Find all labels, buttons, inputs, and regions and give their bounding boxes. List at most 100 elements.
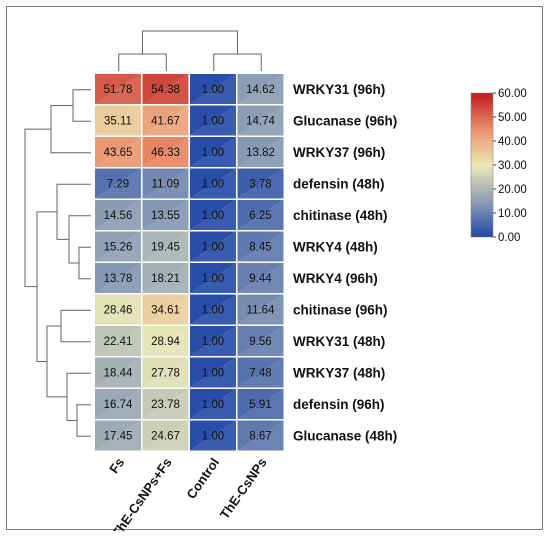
cell-value-label: 1.00: [202, 179, 224, 191]
cell-triangle-lower: [95, 74, 141, 104]
cell-triangle-lower: [142, 137, 189, 167]
cell-value-label: 35.11: [104, 116, 132, 128]
cell-triangle-lower: [142, 263, 189, 293]
heatmap-cells: 51.78 54.38 1.00 14.62 35.11 41.67 1.00 14.74 43…: [95, 74, 284, 451]
column-label: Fs: [106, 455, 127, 476]
cell-triangle-lower: [142, 326, 189, 356]
heatmap-cell: 15.26: [95, 231, 141, 262]
heatmap-cell: 13.78: [95, 263, 141, 293]
column-label: Control: [183, 455, 222, 501]
cell-triangle-lower: [190, 168, 236, 199]
heatmap-cell: 18.44: [95, 357, 141, 388]
cell-value-label: 1.00: [202, 305, 224, 317]
heatmap-cell: 8.45: [237, 231, 284, 262]
cell-value-label: 17.45: [104, 431, 133, 443]
cell-triangle-lower: [190, 74, 236, 104]
cell-value-label: 1.00: [202, 368, 224, 380]
cell-value-label: 8.45: [249, 242, 271, 254]
heatmap-cell: 46.33: [142, 137, 189, 167]
heatmap-cell: 19.45: [142, 231, 189, 262]
heatmap-chart: 51.78 54.38 1.00 14.62 35.11 41.67 1.00 14.74 43…: [24, 30, 527, 531]
heatmap-cell: 1.00: [190, 294, 236, 325]
cell-value-label: 11.64: [247, 305, 276, 317]
heatmap-cell: 14.62: [237, 74, 284, 104]
row-label: Glucanase (48h): [293, 428, 397, 443]
cell-value-label: 1.00: [202, 116, 224, 128]
heatmap-cell: 27.78: [142, 357, 189, 388]
heatmap-cell: 11.64: [237, 294, 284, 325]
row-label: WRKY37 (96h): [293, 145, 385, 160]
cell-triangle-lower: [142, 357, 189, 388]
cell-triangle-lower: [237, 263, 284, 293]
dendrogram-branch: [72, 89, 91, 122]
cell-value-label: 16.74: [104, 399, 133, 411]
row-label: WRKY4 (48h): [293, 239, 378, 254]
cell-value-label: 54.38: [151, 84, 180, 96]
color-scale-label: 60.00: [498, 88, 527, 100]
cell-value-label: 1.00: [202, 399, 224, 411]
cell-triangle-lower: [190, 231, 236, 262]
row-label: WRKY31 (96h): [293, 82, 385, 97]
cell-value-label: 11.09: [152, 179, 180, 191]
cell-triangle-lower: [237, 294, 284, 325]
cell-triangle-lower: [190, 105, 236, 136]
heatmap-cell: 1.00: [190, 326, 236, 356]
row-label: chitinase (96h): [293, 302, 388, 317]
cell-triangle-lower: [190, 137, 236, 167]
cell-triangle-lower: [237, 389, 284, 419]
cell-triangle-lower: [142, 74, 189, 104]
heatmap-cell: 1.00: [190, 74, 236, 104]
cell-value-label: 28.46: [104, 305, 133, 317]
cell-triangle-lower: [95, 231, 141, 262]
color-scale-label: 0.00: [498, 232, 520, 244]
heatmap-cell: 17.45: [95, 420, 141, 451]
cell-triangle-lower: [237, 200, 284, 230]
cell-value-label: 28.94: [151, 336, 180, 348]
dendrogram-branch: [46, 325, 67, 398]
row-label: WRKY37 (48h): [293, 365, 385, 380]
figure-frame: 51.78 54.38 1.00 14.62 35.11 41.67 1.00 14.74 43…: [6, 6, 543, 531]
cell-value-label: 13.82: [246, 147, 275, 159]
dendrogram-branch: [66, 372, 91, 421]
heatmap-cell: 1.00: [190, 105, 236, 136]
color-scale-bar: [470, 92, 494, 238]
cell-triangle-lower: [95, 389, 141, 419]
cell-triangle-lower: [142, 389, 189, 419]
heatmap-cell: 1.00: [190, 200, 236, 230]
dendrogram-branch: [56, 183, 91, 240]
heatmap-cell: 22.41: [95, 326, 141, 356]
heatmap-cell: 3.78: [237, 168, 284, 199]
cell-value-label: 51.78: [104, 84, 133, 96]
cell-value-label: 1.00: [202, 336, 224, 348]
heatmap-cell: 1.00: [190, 420, 236, 451]
cell-triangle-lower: [190, 200, 236, 230]
heatmap-cell: 1.00: [190, 389, 236, 419]
heatmap-cell: 13.55: [142, 200, 189, 230]
cell-value-label: 1.00: [202, 242, 224, 254]
heatmap-cell: 1.00: [190, 357, 236, 388]
cell-triangle-lower: [190, 294, 236, 325]
heatmap-cell: 13.82: [237, 137, 284, 167]
cell-value-label: 14.56: [104, 210, 133, 222]
heatmap-cell: 7.29: [95, 168, 141, 199]
cell-value-label: 1.00: [202, 84, 224, 96]
cell-triangle-lower: [237, 74, 284, 104]
cell-value-label: 6.25: [249, 210, 271, 222]
cell-triangle-lower: [237, 105, 284, 136]
cell-value-label: 7.29: [107, 179, 129, 191]
color-scale-label: 30.00: [498, 160, 527, 172]
cell-triangle-lower: [237, 168, 284, 199]
cell-triangle-lower: [95, 420, 141, 451]
heatmap-cell: 24.67: [142, 420, 189, 451]
cell-value-label: 5.91: [249, 399, 271, 411]
heatmap-cell: 1.00: [190, 263, 236, 293]
cell-value-label: 14.74: [246, 116, 275, 128]
heatmap-cell: 1.00: [190, 137, 236, 167]
cell-value-label: 34.61: [151, 305, 180, 317]
cell-value-label: 1.00: [202, 431, 224, 443]
heatmap-cell: 18.21: [142, 263, 189, 293]
heatmap-cell: 1.00: [190, 168, 236, 199]
cell-value-label: 41.67: [151, 116, 180, 128]
dendrogram-branch: [68, 215, 91, 264]
